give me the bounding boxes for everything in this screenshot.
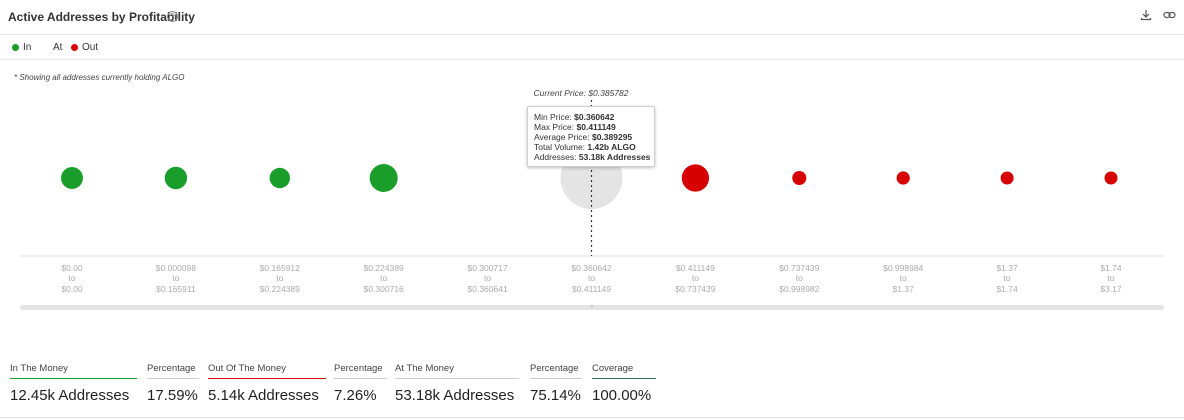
tick-label-from: $0.165912 bbox=[260, 263, 300, 273]
tick-label-to-word: to bbox=[588, 273, 595, 283]
tooltip: Min Price: $0.360642 Max Price: $0.41114… bbox=[527, 106, 655, 167]
tooltip-max-value: $0.411149 bbox=[576, 122, 616, 132]
stat-label: Percentage bbox=[147, 362, 199, 379]
scroll-grip-icon[interactable]: ≡ bbox=[590, 304, 594, 310]
stat-in-percentage: Percentage 17.59% bbox=[147, 362, 199, 410]
tooltip-min-value: $0.360642 bbox=[574, 112, 615, 122]
stat-coverage: Coverage 100.00% bbox=[592, 362, 656, 410]
stat-label: Coverage bbox=[592, 362, 656, 379]
stat-value: 75.14% bbox=[530, 387, 581, 404]
stat-out-percentage: Percentage 7.26% bbox=[334, 362, 387, 410]
tooltip-avg-value: $0.389295 bbox=[591, 132, 633, 142]
tick-label-from: $1.37 bbox=[996, 263, 1018, 273]
bubble-out bbox=[681, 164, 710, 192]
stat-value: 12.45k Addresses bbox=[10, 387, 130, 404]
legend-label-in: In bbox=[23, 42, 32, 53]
tooltip-vol-label: Total Volume: bbox=[534, 142, 588, 152]
tick-label-to-word: to bbox=[1107, 273, 1114, 283]
stat-value: 5.14k Addresses bbox=[208, 387, 319, 404]
tooltip-vol-value: 1.42b ALGO bbox=[587, 142, 636, 152]
tick-label-to: $0.360641 bbox=[468, 284, 508, 294]
bubble-out bbox=[1104, 171, 1118, 185]
stat-at-percentage: Percentage 75.14% bbox=[530, 362, 582, 410]
tick-label-to: $0.224389 bbox=[260, 284, 300, 294]
tick-label-from: $1.74 bbox=[1100, 263, 1122, 273]
stat-label: In The Money bbox=[10, 362, 137, 379]
bubble-chart: $0.00to$0.00$0.000098to$0.165911$0.16591… bbox=[20, 88, 1164, 294]
tick-label-from: $0.300717 bbox=[468, 263, 508, 273]
tick-label-to-word: to bbox=[484, 273, 491, 283]
bubble-out bbox=[1000, 171, 1014, 185]
tick-label-from: $0.998984 bbox=[883, 263, 923, 273]
tick-label-to: $1.37 bbox=[893, 284, 915, 294]
tick-label-to-word: to bbox=[68, 273, 75, 283]
stat-value: 17.59% bbox=[147, 387, 198, 404]
tick-label-from: $0.224389 bbox=[364, 263, 404, 273]
bottom-divider bbox=[0, 417, 1184, 418]
tick-label-to: $1.74 bbox=[996, 284, 1018, 294]
stat-at-the-money: At The Money 53.18k Addresses bbox=[395, 362, 519, 410]
legend-dot-out bbox=[71, 44, 78, 51]
horizontal-scrollbar[interactable]: ≡ bbox=[20, 305, 1164, 310]
bubble-in bbox=[369, 164, 398, 192]
tick-label-from: $0.360642 bbox=[571, 263, 611, 273]
bubble-out bbox=[896, 171, 910, 185]
tick-label-to-word: to bbox=[172, 273, 179, 283]
tick-label-to: $0.00 bbox=[61, 284, 83, 294]
stat-value: 100.00% bbox=[592, 387, 652, 404]
chart-header: Active Addresses by Profitability ? bbox=[0, 0, 1184, 35]
bubble-in bbox=[164, 166, 188, 190]
stat-value: 7.26% bbox=[334, 387, 377, 404]
tick-label-to: $0.411149 bbox=[572, 284, 611, 294]
tooltip-addr-value: 53.18k Addresses bbox=[578, 152, 651, 162]
tick-label-to-word: to bbox=[900, 273, 907, 283]
stat-out-of-the-money: Out Of The Money 5.14k Addresses bbox=[208, 362, 326, 410]
tick-label-from: $0.00 bbox=[61, 263, 83, 273]
tick-label-to-word: to bbox=[796, 273, 803, 283]
tooltip-max-label: Max Price: bbox=[534, 122, 577, 132]
tick-label-to: $3.17 bbox=[1100, 284, 1122, 294]
chart-title: Active Addresses by Profitability bbox=[8, 10, 195, 24]
stat-label: At The Money bbox=[395, 362, 519, 379]
tick-label-to-word: to bbox=[380, 273, 387, 283]
link-icon[interactable] bbox=[1161, 9, 1177, 25]
download-icon[interactable] bbox=[1138, 9, 1154, 25]
tooltip-min-label: Min Price: bbox=[534, 112, 575, 122]
info-circle-icon[interactable]: ? bbox=[167, 11, 178, 22]
legend: In At Out bbox=[0, 35, 1184, 60]
legend-item-in[interactable]: In bbox=[12, 42, 31, 53]
stat-label: Percentage bbox=[334, 362, 387, 379]
holding-note: * Showing all addresses currently holdin… bbox=[14, 73, 185, 82]
tick-label-to: $0.737439 bbox=[675, 284, 715, 294]
tick-label-to: $0.165911 bbox=[156, 284, 196, 294]
tooltip-avg-label: Average Price: bbox=[534, 132, 592, 142]
legend-label-at: At bbox=[53, 42, 63, 53]
bubble-in bbox=[269, 167, 291, 189]
tick-label-to: $0.998982 bbox=[779, 284, 819, 294]
tick-label-to: $0.300716 bbox=[364, 284, 404, 294]
stat-label: Out Of The Money bbox=[208, 362, 326, 379]
bubble-in bbox=[61, 167, 83, 189]
stat-in-the-money: In The Money 12.45k Addresses bbox=[10, 362, 137, 410]
tick-label-to-word: to bbox=[1004, 273, 1011, 283]
bubble-out bbox=[792, 170, 807, 186]
legend-dot-in bbox=[12, 44, 19, 51]
tick-label-to-word: to bbox=[692, 273, 699, 283]
tick-label-from: $0.737439 bbox=[779, 263, 819, 273]
legend-label-out: Out bbox=[82, 42, 99, 53]
tick-label-from: $0.000098 bbox=[156, 263, 196, 273]
tick-label-from: $0.411149 bbox=[676, 263, 715, 273]
tooltip-addr-label: Addresses: bbox=[534, 152, 579, 162]
legend-item-out[interactable]: Out bbox=[71, 42, 98, 53]
current-price-label: Current Price: $0.385782 bbox=[534, 88, 629, 98]
tick-label-to-word: to bbox=[276, 273, 283, 283]
legend-item-at[interactable]: At bbox=[53, 42, 62, 53]
stat-value: 53.18k Addresses bbox=[395, 387, 515, 404]
stat-label: Percentage bbox=[530, 362, 582, 379]
